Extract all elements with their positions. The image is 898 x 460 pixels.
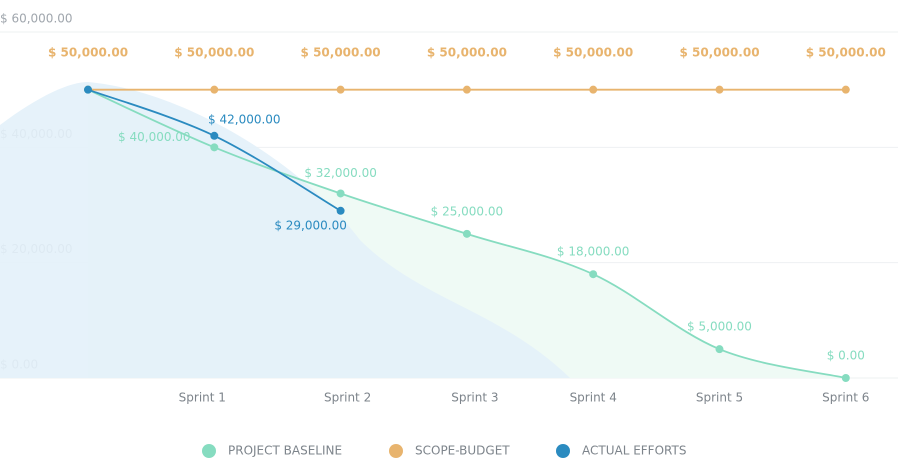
data-point [589, 85, 598, 94]
data-point [336, 85, 345, 94]
data-label: $ 42,000.00 [208, 112, 281, 126]
data-point [589, 270, 598, 279]
data-label: $ 50,000.00 [48, 46, 128, 60]
x-tick-label: Sprint 4 [570, 391, 617, 405]
data-label: $ 50,000.00 [679, 46, 759, 60]
data-label: $ 50,000.00 [553, 46, 633, 60]
x-tick-label: Sprint 5 [696, 391, 743, 405]
data-label: $ 50,000.00 [174, 46, 254, 60]
ideal-area [0, 82, 570, 378]
legend-swatch [389, 444, 403, 458]
data-point [210, 131, 219, 140]
legend-label: SCOPE-BUDGET [415, 444, 510, 458]
data-label: $ 32,000.00 [304, 166, 377, 180]
legend-label: PROJECT BASELINE [228, 444, 342, 458]
y-tick-label: $ 60,000.00 [0, 12, 73, 26]
data-label: $ 25,000.00 [431, 204, 504, 218]
x-tick-label: Sprint 6 [822, 391, 869, 405]
data-point [336, 206, 345, 215]
legend-swatch [556, 444, 570, 458]
data-point [462, 85, 471, 94]
data-label: $ 50,000.00 [427, 46, 507, 60]
data-point [841, 374, 850, 382]
data-label: $ 18,000.00 [557, 245, 630, 259]
data-point [462, 229, 471, 238]
x-tick-label: Sprint 2 [324, 391, 371, 405]
data-point [336, 189, 345, 198]
data-point [715, 85, 724, 94]
x-tick-label: Sprint 3 [451, 391, 498, 405]
data-label: $ 0.00 [827, 349, 865, 363]
data-point [84, 85, 92, 94]
data-label: $ 29,000.00 [274, 218, 347, 232]
data-point [841, 85, 850, 94]
data-label: $ 40,000.00 [118, 130, 191, 144]
data-label: $ 50,000.00 [806, 46, 886, 60]
x-tick-label: Sprint 1 [179, 391, 226, 405]
legend-swatch [202, 444, 216, 458]
data-point [210, 143, 219, 152]
data-point [210, 85, 219, 94]
legend-label: ACTUAL EFFORTS [582, 444, 686, 458]
data-label: $ 5,000.00 [687, 320, 752, 334]
data-label: $ 50,000.00 [301, 46, 381, 60]
data-point [715, 345, 724, 354]
